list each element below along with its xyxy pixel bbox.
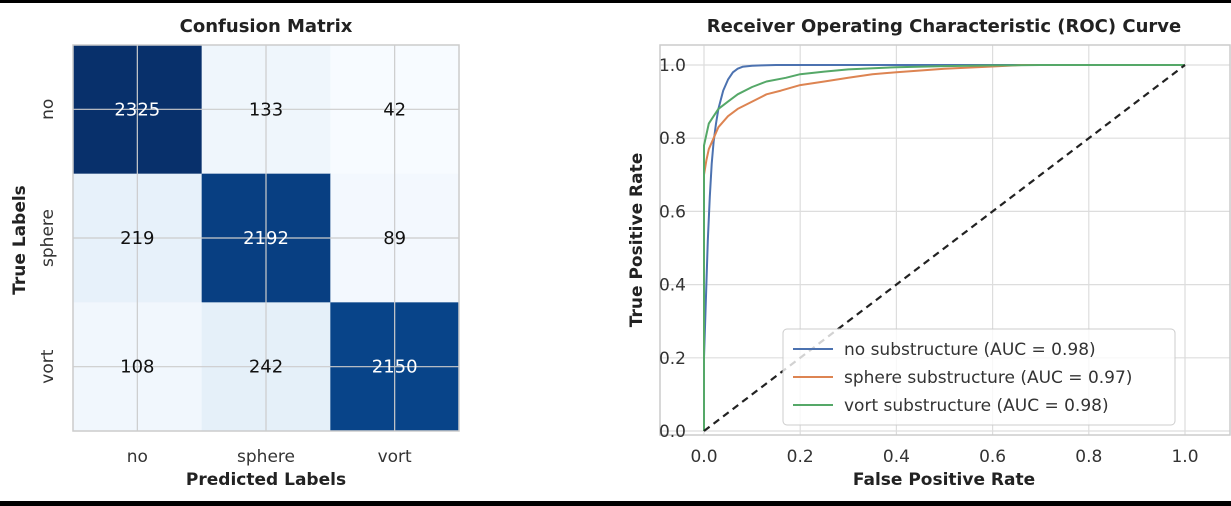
roc-y-tick-labels: 0.0 0.2 0.4 0.6 0.8 1.0 [659,56,686,442]
cm-x-tick-no: no [127,447,148,467]
roc-title: Receiver Operating Characteristic (ROC) … [707,16,1181,37]
roc-y-tick-label: 1.0 [659,56,686,76]
cm-value-label: 108 [120,357,154,378]
roc-series-lines [703,64,1186,432]
roc-legend: no substructure (AUC = 0.98) sphere subst… [782,328,1176,426]
cm-frame [72,44,460,432]
roc-x-tick-label: 0.6 [979,447,1006,467]
roc-legend-label: vort substructure (AUC = 0.98) [844,396,1109,416]
roc-y-tick-label: 0.6 [659,202,686,222]
roc-x-tick-label: 0.2 [787,447,814,467]
cm-value-label: 2192 [243,228,289,249]
roc-series-line-0 [703,64,1185,431]
roc-legend-box [782,328,1176,426]
cm-grid [73,45,459,431]
roc-series-line-2 [703,64,1185,431]
roc-x-tick-label: 1.0 [1171,447,1198,467]
cm-y-tick-vort: vort [38,349,58,383]
cm-y-tick-sphere: sphere [38,209,58,267]
cm-value-label: 2150 [372,357,418,378]
roc-x-tick-labels: 0.0 0.2 0.4 0.6 0.8 1.0 [690,447,1198,467]
cm-x-tick-labels: no sphere vort [127,447,412,467]
cm-value-label: 89 [383,228,406,249]
cm-value-label: 2325 [114,99,160,120]
cm-value-label: 219 [120,228,154,249]
roc-y-tick-label: 0.2 [659,349,686,369]
cm-value-label: 42 [383,99,406,120]
confusion-matrix-chart: Confusion Matrix 2325 133 42 219 2192 89 108 24… [10,16,460,490]
roc-series-line-1 [703,64,1185,431]
cm-value-label: 133 [249,99,283,120]
roc-chart: Receiver Operating Characteristic (ROC) … [627,16,1231,490]
roc-y-tick-label: 0.8 [659,129,686,149]
cm-x-axis-label: Predicted Labels [186,470,346,490]
roc-y-axis-label: True Positive Rate [627,153,647,327]
cm-x-tick-sphere: sphere [237,447,295,467]
cm-y-tick-labels: no sphere vort [38,99,58,384]
cm-y-axis-label: True Labels [10,185,30,295]
figure-svg: Confusion Matrix 2325 133 42 219 2192 89 108 24… [10,16,1231,490]
cm-y-tick-no: no [38,99,58,120]
roc-x-tick-label: 0.0 [690,447,717,467]
roc-y-tick-label: 0.4 [659,276,686,296]
roc-legend-label: no substructure (AUC = 0.98) [844,340,1096,360]
roc-y-tick-label: 0.0 [659,422,686,442]
figure: Confusion Matrix 2325 133 42 219 2192 89 108 24… [0,3,1231,501]
roc-x-tick-label: 0.8 [1075,447,1102,467]
roc-x-tick-label: 0.4 [883,447,910,467]
roc-x-axis-label: False Positive Rate [853,470,1035,490]
cm-title: Confusion Matrix [180,16,353,37]
cm-x-tick-vort: vort [378,447,412,467]
cm-value-label: 242 [249,357,283,378]
cm-value-labels: 2325 133 42 219 2192 89 108 242 2150 [114,99,417,377]
roc-legend-label: sphere substructure (AUC = 0.97) [844,368,1132,388]
roc-frame [659,44,1231,436]
